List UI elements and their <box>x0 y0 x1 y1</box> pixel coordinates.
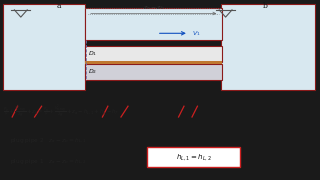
Text: $V_1$: $V_1$ <box>192 29 201 38</box>
Text: plug pipe 1   $z_a - z_b = h_{L,2}$: plug pipe 1 $z_a - z_b = h_{L,2}$ <box>10 158 86 166</box>
Text: $D_2$: $D_2$ <box>88 68 97 76</box>
Bar <box>85 61 222 64</box>
Bar <box>85 46 222 62</box>
Bar <box>221 4 315 90</box>
Text: $D_1$: $D_1$ <box>88 50 97 59</box>
Bar <box>85 64 222 80</box>
Text: $h_{L,1} = h_{L,2}$: $h_{L,1} = h_{L,2}$ <box>176 152 212 162</box>
Bar <box>3 4 85 90</box>
Bar <box>85 8 222 40</box>
Bar <box>147 147 240 167</box>
Text: b: b <box>263 2 268 10</box>
Text: $z_a - z_b$: $z_a - z_b$ <box>143 4 164 12</box>
Text: a: a <box>57 2 61 10</box>
Text: $\frac{P_b}{\gamma} + \frac{V_{b,avg}^2}{2g} + z_b = \frac{P_a}{\gamma} + \frac{: $\frac{P_b}{\gamma} + \frac{V_{b,avg}^2}… <box>3 103 120 120</box>
Text: plug pipe 2   $z_a - z_b = h_{L,1}$: plug pipe 2 $z_a - z_b = h_{L,1}$ <box>10 136 86 145</box>
